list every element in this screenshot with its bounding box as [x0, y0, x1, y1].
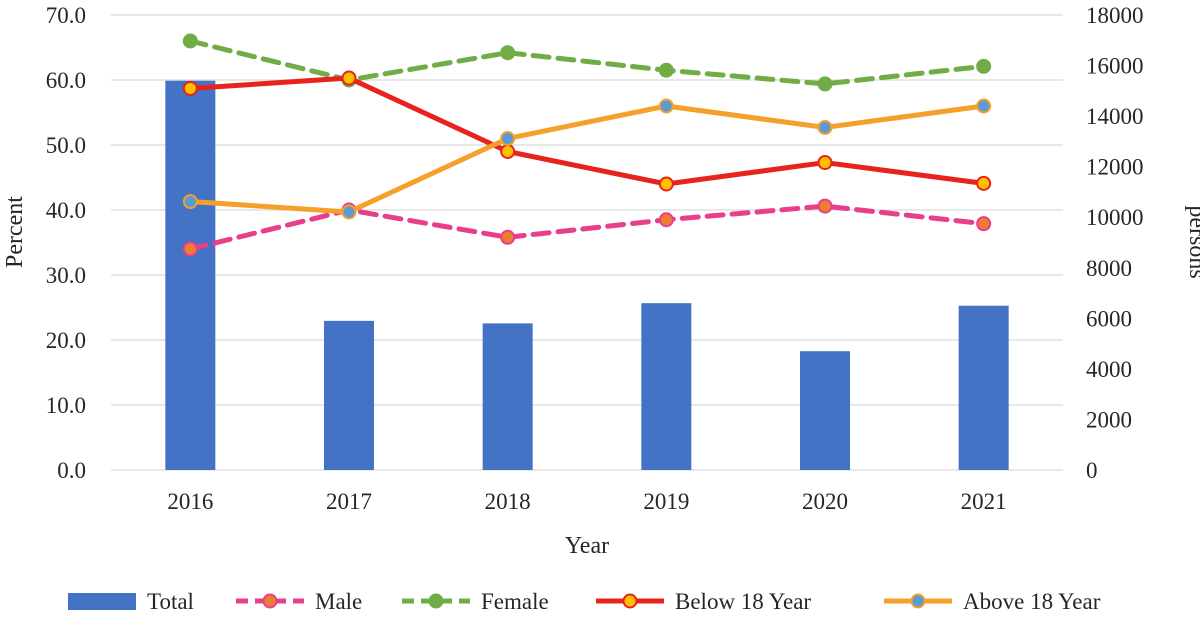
point-above-18-year-2017 — [341, 204, 357, 220]
line-below-18-year — [187, 75, 987, 187]
point-female-2021 — [976, 58, 992, 74]
legend-item-female: Female — [402, 589, 549, 614]
left-tick-label: 30.0 — [46, 263, 86, 288]
right-tick-label: 4000 — [1086, 357, 1132, 382]
point-below-18-year-2017 — [341, 70, 357, 86]
point-above-18-year-2019 — [658, 98, 674, 114]
right-tick-label: 2000 — [1086, 407, 1132, 432]
bar-total-2021 — [958, 305, 1009, 470]
legend-label: Female — [481, 589, 549, 614]
point-male-2018 — [500, 229, 516, 245]
right-tick-label: 18000 — [1086, 3, 1144, 28]
right-tick-label: 0 — [1086, 458, 1098, 483]
line-above-18-year — [187, 103, 987, 215]
point-female-2016 — [182, 33, 198, 49]
legend-label: Above 18 Year — [963, 589, 1101, 614]
legend-label: Below 18 Year — [675, 589, 811, 614]
left-tick-label: 70.0 — [46, 3, 86, 28]
point-above-18-year-2016 — [182, 194, 198, 210]
legend-swatch — [68, 593, 136, 610]
point-male-2016 — [182, 241, 198, 257]
right-tick-label: 14000 — [1086, 104, 1144, 129]
left-tick-label: 20.0 — [46, 328, 86, 353]
x-tick-label: 2019 — [643, 489, 689, 514]
point-below-18-year-2019 — [658, 176, 674, 192]
right-tick-label: 6000 — [1086, 306, 1132, 331]
x-axis-ticks: 2016 2017 2018 2019 2020 2021 — [167, 489, 1006, 514]
left-tick-label: 40.0 — [46, 198, 86, 223]
point-above-18-year-2018 — [500, 131, 516, 146]
legend: Total Male Female Below 18 Year Above 18 Yea… — [68, 589, 1101, 614]
x-tick-label: 2020 — [802, 489, 848, 514]
right-axis-label: persons — [1184, 205, 1200, 278]
line-male — [187, 203, 987, 252]
point-above-18-year-2020 — [817, 119, 833, 135]
left-tick-label: 0.0 — [57, 458, 86, 483]
point-below-18-year-2016 — [182, 80, 198, 96]
bar-total-2020 — [800, 351, 850, 470]
x-axis-label: Year — [565, 533, 609, 559]
right-tick-label: 10000 — [1086, 205, 1144, 230]
point-above-18-year-2021 — [976, 98, 992, 114]
legend-marker — [262, 593, 278, 609]
bar-series-total — [165, 80, 1009, 470]
point-male-2021 — [976, 216, 992, 232]
line-female — [187, 38, 987, 87]
point-below-18-year-2020 — [817, 155, 833, 171]
x-tick-label: 2018 — [485, 489, 531, 514]
right-tick-label: 12000 — [1086, 155, 1144, 180]
left-axis-label: Percent — [2, 196, 28, 268]
left-axis-ticks: 0.0 10.0 20.0 30.0 40.0 50.0 60.0 70.0 — [46, 3, 86, 483]
right-tick-label: 8000 — [1086, 256, 1132, 281]
x-tick-label: 2017 — [326, 489, 372, 514]
left-tick-label: 10.0 — [46, 393, 86, 418]
legend-marker — [910, 593, 926, 609]
point-male-2019 — [658, 212, 674, 228]
legend-label: Male — [315, 589, 362, 614]
left-tick-label: 50.0 — [46, 133, 86, 158]
bar-total-2019 — [641, 303, 692, 470]
line-series — [182, 33, 992, 257]
legend-item-male: Male — [236, 589, 362, 614]
legend-item-above-18-year: Above 18 Year — [884, 589, 1101, 614]
x-tick-label: 2021 — [961, 489, 1007, 514]
legend-item-below-18-year: Below 18 Year — [596, 589, 811, 614]
legend-marker — [622, 593, 638, 609]
point-male-2020 — [817, 198, 833, 214]
point-female-2019 — [658, 62, 674, 78]
bar-total-2017 — [324, 320, 374, 470]
right-tick-label: 16000 — [1086, 54, 1144, 79]
right-axis-ticks: 0 2000 4000 6000 8000 10000 12000 14000 16000 180… — [1086, 3, 1144, 483]
legend-item-total: Total — [68, 589, 194, 614]
bar-total-2018 — [482, 323, 533, 470]
bar-total-2016 — [165, 80, 216, 470]
point-below-18-year-2021 — [976, 175, 992, 191]
legend-label: Total — [147, 589, 194, 614]
legend-marker — [428, 593, 444, 609]
left-tick-label: 60.0 — [46, 68, 86, 93]
gridlines — [111, 14, 1063, 471]
point-female-2020 — [817, 76, 833, 92]
point-female-2018 — [500, 45, 516, 61]
x-tick-label: 2016 — [167, 489, 213, 514]
point-below-18-year-2018 — [500, 144, 516, 159]
